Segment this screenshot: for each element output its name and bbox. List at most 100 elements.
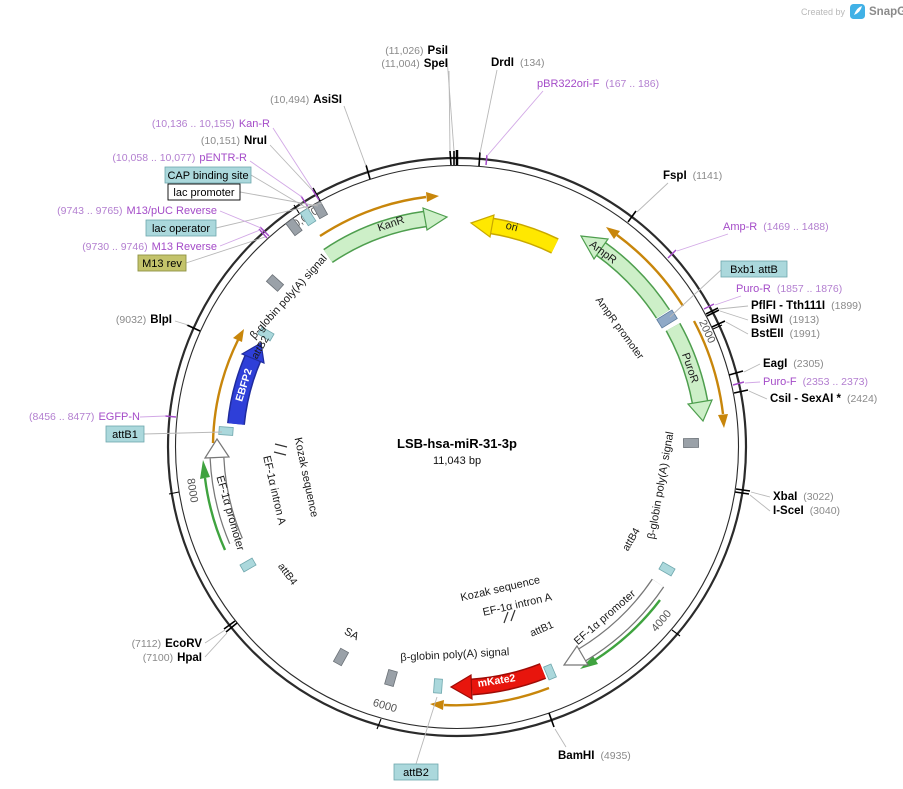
plasmid-backbone — [166, 150, 748, 738]
arrowhead — [579, 235, 610, 261]
sa-box[interactable] — [332, 647, 350, 667]
snapgene-logo-leaf-icon — [854, 6, 862, 15]
enzyme-label-drdi[interactable]: DrdI (134) — [491, 57, 545, 69]
enzyme-label-asisi[interactable]: (10,494) AsiSI — [270, 94, 342, 106]
attb4-site-right[interactable] — [658, 561, 676, 577]
primer-label-m13puc[interactable]: (9743 .. 9765) M13/pUC Reverse — [57, 205, 217, 217]
enzyme-label-bamhi[interactable]: BamHI (4935) — [558, 750, 631, 762]
primer-label-puror[interactable]: Puro-R (1857 .. 1876) — [736, 283, 842, 295]
feature-arrow-ebfp2[interactable] — [227, 342, 265, 426]
feature-label-ampr-promoter[interactable]: AmpR promoter — [593, 295, 647, 362]
primer-label-kanr[interactable]: (10,136 .. 10,155) Kan-R — [152, 118, 270, 130]
enzyme-label-eagi[interactable]: EagI (2305) — [763, 358, 824, 370]
arrowhead — [422, 207, 449, 231]
feature-label-kozak-left[interactable]: Kozak sequence — [292, 436, 321, 518]
enzyme-label-pflfi[interactable]: PflFI - Tth111I (1899) — [751, 300, 862, 312]
enzyme-label-psii[interactable]: (11,026) PsiI — [385, 45, 448, 57]
attb4-site-left[interactable] — [239, 557, 257, 573]
leader-line — [676, 233, 729, 252]
callout-cap-label: CAP binding site — [167, 170, 248, 182]
bglobin-polya-box-bottom[interactable] — [384, 669, 398, 687]
leader-line — [239, 191, 319, 207]
callout-lac-promoter-label: lac promoter — [173, 187, 234, 199]
leader-line — [139, 415, 167, 418]
feature-arrow-kanr[interactable] — [323, 207, 449, 264]
enzyme-label-csii[interactable]: CsiI - SexAI * (2424) — [770, 393, 877, 405]
lac-operator-box-site[interactable] — [299, 207, 317, 227]
leader-line — [486, 90, 544, 157]
arrowhead — [562, 644, 590, 666]
callout-attb2[interactable]: attB2 — [393, 763, 439, 781]
primer-label-pbr322orif[interactable]: pBR322ori-F (167 .. 186) — [537, 78, 659, 90]
enzyme-labels: (11,026) PsiI (11,004) SpeI DrdI (134) FspI… — [116, 45, 877, 762]
enzyme-label-ecorv[interactable]: (7112) EcoRV — [132, 638, 203, 650]
callout-bxb1-attb[interactable]: Bxb1 attB — [720, 260, 788, 278]
primer-tick-purof — [732, 381, 745, 386]
primer-label-pentrr[interactable]: (10,058 .. 10,077) pENTR-R — [112, 152, 247, 164]
feature-arrow-ori[interactable] — [469, 214, 559, 254]
primer-label-purof[interactable]: Puro-F (2353 .. 2373) — [763, 376, 868, 388]
bglobin-polya-box-topleft[interactable] — [265, 274, 285, 292]
arrowhead — [240, 342, 265, 364]
callout-m13-rev[interactable]: M13 rev — [137, 254, 187, 272]
leader-line — [636, 182, 669, 213]
primer-label-ampr[interactable]: Amp-R (1469 .. 1488) — [723, 221, 829, 233]
primer-label-egfpn[interactable]: (8456 .. 8477) EGFP-N — [29, 411, 140, 423]
enzyme-label-hpai[interactable]: (7100) HpaI — [143, 652, 202, 664]
enzyme-label-bsiwi[interactable]: BsiWI (1913) — [751, 314, 819, 326]
inner-ring — [174, 164, 740, 730]
primer-labels: pBR322ori-F (167 .. 186) Amp-R (1469 .. 14… — [29, 78, 868, 423]
feature-arrow-ampr[interactable] — [579, 235, 671, 319]
leader-line — [249, 160, 303, 198]
enzyme-label-fspi[interactable]: FspI (1141) — [663, 170, 722, 182]
feature-label-ori[interactable]: ori — [504, 220, 519, 235]
primer-tick-pentrr — [300, 195, 309, 208]
enzyme-label-xbai[interactable]: XbaI (3022) — [773, 491, 834, 503]
leader-line — [272, 127, 314, 191]
orange-arc-topleft — [319, 192, 439, 238]
enzyme-tick-csii — [733, 389, 749, 394]
feature-label-mkate2[interactable]: mKate2 — [477, 672, 517, 690]
orange-arc-bottom — [430, 686, 550, 710]
enzyme-label-bsteii[interactable]: BstEII (1991) — [751, 328, 820, 340]
feature-label-bglobin-topleft[interactable]: β-globin poly(A) signal — [248, 252, 330, 341]
feature-arrow-ef1a-promoter-left[interactable] — [203, 437, 243, 544]
leader-line — [718, 305, 749, 310]
callout-bxb1-label: Bxb1 attB — [730, 264, 778, 276]
feature-arrow-ef1a-promoter-bottom[interactable] — [562, 578, 665, 666]
attb2-site-topleft[interactable] — [257, 326, 275, 342]
feature-label-attb4-left[interactable]: attB4 — [275, 561, 299, 588]
attb2-site-bottom[interactable] — [433, 678, 443, 694]
created-by-text: Created by — [801, 7, 846, 17]
marker-tick — [376, 718, 382, 730]
feature-arrow-puror[interactable] — [665, 322, 713, 423]
primer-tick-kanr — [311, 188, 320, 201]
arrowhead — [203, 437, 231, 459]
attb1-site-left[interactable] — [218, 426, 234, 436]
enzyme-label-iscei[interactable]: I-SceI (3040) — [773, 505, 840, 517]
feature-label-attb4-right[interactable]: attB4 — [620, 526, 643, 553]
callout-attb1[interactable]: attB1 — [105, 425, 145, 443]
kozak-tick-left — [274, 443, 288, 448]
feature-label-attb1-bottom[interactable]: attB1 — [528, 619, 555, 640]
primer-label-m13reverse[interactable]: (9730 .. 9746) M13 Reverse — [82, 241, 217, 253]
callout-lac-operator[interactable]: lac operator — [145, 219, 217, 237]
feature-label-bglobin-bottom[interactable]: β-globin poly(A) signal — [400, 646, 510, 664]
enzyme-label-spei[interactable]: (11,004) SpeI — [381, 58, 448, 70]
leader-line — [269, 144, 313, 191]
arrowhead — [426, 192, 439, 202]
lac-region-box[interactable] — [285, 217, 303, 237]
enzyme-label-nrui[interactable]: (10,151) NruI — [201, 135, 267, 147]
leader-line — [479, 69, 498, 154]
feature-label-bglobin-right[interactable]: β-globin poly(A) signal — [646, 431, 677, 540]
callout-attb1-label: attB1 — [112, 429, 138, 441]
feature-label-intron-left[interactable]: EF-1α intron A — [260, 455, 288, 527]
attb1-site-bottom[interactable] — [543, 663, 557, 681]
snapgene-watermark: Created by SnapGene — [801, 4, 903, 19]
feature-label-sa[interactable]: SA — [342, 626, 361, 644]
feature-arrow-mkate2[interactable] — [449, 663, 547, 701]
enzyme-label-blpi[interactable]: (9032) BlpI — [116, 314, 172, 326]
bglobin-polya-box-right[interactable] — [683, 437, 699, 449]
callout-cap-binding-site[interactable]: CAP binding site — [164, 166, 252, 184]
callout-lac-promoter[interactable]: lac promoter — [167, 183, 241, 201]
